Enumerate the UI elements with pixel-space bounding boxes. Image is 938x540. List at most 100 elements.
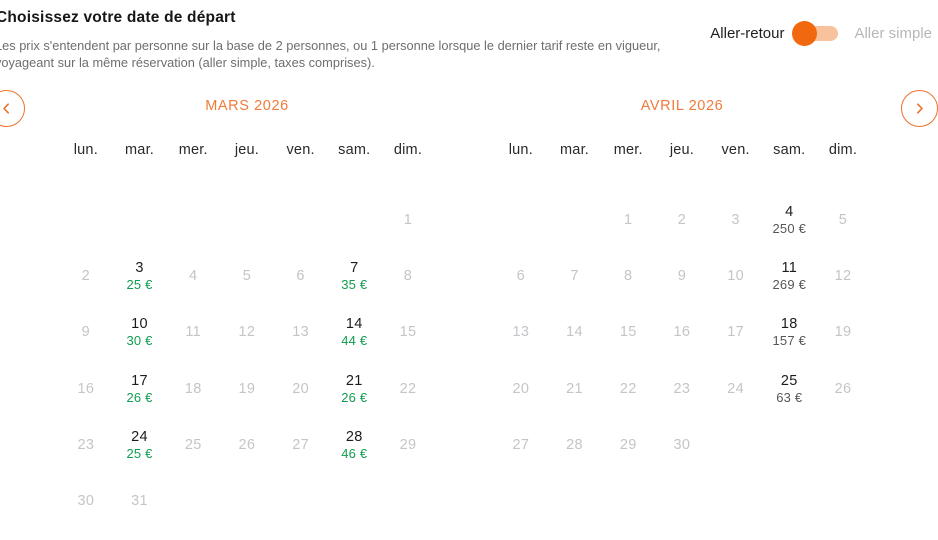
day-number: 7	[350, 260, 359, 277]
calendar-cell: 27	[274, 417, 328, 473]
day-number: 17	[131, 372, 148, 389]
round-trip-label[interactable]: Aller-retour	[710, 24, 785, 42]
calendar-cell: 26	[220, 417, 274, 473]
calendar-cell: 29	[381, 417, 435, 473]
day-number: 8	[624, 268, 633, 285]
calendar-cell: 6	[274, 248, 328, 304]
calendar-cell: 5	[220, 248, 274, 304]
calendar-cell	[655, 473, 709, 529]
day-price: 30 €	[126, 333, 153, 349]
calendar-cell: 15	[381, 304, 435, 360]
calendar-cell[interactable]: 4 250 €	[762, 192, 816, 248]
day-number: 8	[403, 268, 413, 285]
weekday-label: mer.	[178, 142, 208, 158]
calendar-cell: 13	[494, 304, 548, 360]
one-way-label[interactable]: Aller simple	[854, 24, 932, 42]
chevron-left-icon	[3, 103, 9, 114]
day-number: 5	[242, 268, 252, 285]
day-number: 4	[189, 268, 198, 285]
day-number: 24	[727, 380, 744, 397]
calendar-cell: 8	[601, 248, 655, 304]
day-number: 24	[131, 428, 148, 445]
calendar-cell[interactable]: 25 63 €	[762, 361, 816, 417]
day-number: 1	[624, 212, 633, 229]
day-number: 5	[838, 212, 848, 229]
day-number: 25	[184, 436, 202, 453]
price-disclaimer: Les prix s'entendent par personne sur la…	[0, 37, 695, 71]
calendar-cell[interactable]: 28 46 €	[327, 417, 381, 473]
calendar-cell: 11	[166, 304, 220, 360]
calendar-cell	[166, 473, 220, 529]
day-number: 26	[834, 380, 852, 397]
calendar-cell	[166, 192, 220, 248]
calendar-cell: 29	[601, 417, 655, 473]
calendar-cell: 9	[59, 304, 113, 360]
trip-type-toggle-group: Aller-retour Aller simple	[710, 20, 932, 46]
calendar-cell[interactable]: 17 26 €	[113, 361, 167, 417]
calendar-cell	[220, 473, 274, 529]
calendar-cell: 5	[816, 192, 870, 248]
day-price: 269 €	[772, 277, 807, 293]
calendar-cell: 23	[655, 361, 709, 417]
day-price: 63 €	[776, 389, 803, 405]
calendar-cell: 17	[709, 304, 763, 360]
day-number: 10	[131, 316, 148, 333]
page-title: Choisissez votre date de départ	[0, 9, 236, 26]
weekday-label: ven.	[721, 142, 750, 158]
prev-month-button[interactable]	[0, 90, 25, 127]
calendar-cell[interactable]: 11 269 €	[762, 248, 816, 304]
calendar-cell	[494, 192, 548, 248]
calendar-cell: 6	[494, 248, 548, 304]
day-number: 28	[345, 428, 363, 445]
calendar-cell: 19	[220, 361, 274, 417]
calendar-cell[interactable]: 7 35 €	[327, 248, 381, 304]
day-number: 30	[77, 493, 95, 510]
day-number: 15	[399, 324, 417, 341]
day-number: 21	[566, 380, 583, 397]
calendar-cell[interactable]: 18 157 €	[762, 304, 816, 360]
calendar-cell: 16	[59, 361, 113, 417]
day-number: 16	[77, 380, 95, 397]
day-number: 17	[727, 324, 744, 341]
trip-type-switch[interactable]	[792, 20, 839, 46]
calendar-cell: 7	[548, 248, 602, 304]
day-price: 250 €	[772, 221, 807, 237]
calendar-cell: 30	[59, 473, 113, 529]
switch-knob[interactable]	[792, 20, 818, 46]
weekday-label: sam.	[338, 142, 371, 158]
calendar-cell	[327, 192, 381, 248]
weekday-label: dim.	[828, 142, 858, 158]
calendar-cell	[548, 192, 602, 248]
calendar-cell	[494, 473, 548, 529]
day-number: 13	[292, 324, 309, 341]
calendar-cell	[327, 473, 381, 529]
calendar-cell	[220, 192, 274, 248]
calendar-cell[interactable]: 24 25 €	[113, 417, 167, 473]
calendar-cell	[762, 417, 816, 473]
calendar-cell: 27	[494, 417, 548, 473]
day-number: 2	[677, 212, 687, 229]
day-number: 9	[81, 324, 91, 341]
calendar-cell: 31	[113, 473, 167, 529]
calendar-cell[interactable]: 3 25 €	[113, 248, 167, 304]
day-number: 13	[512, 324, 530, 341]
day-number: 14	[566, 324, 583, 341]
next-month-button[interactable]	[901, 90, 938, 127]
day-number: 16	[673, 324, 691, 341]
day-price: 44 €	[341, 333, 368, 349]
calendar-cell[interactable]: 21 26 €	[327, 361, 381, 417]
weekday-label: sam.	[773, 142, 806, 158]
calendar-cell: 4	[166, 248, 220, 304]
day-number: 22	[399, 380, 417, 397]
calendar-cell	[274, 192, 328, 248]
day-number: 20	[512, 380, 530, 397]
calendar-cell	[709, 473, 763, 529]
day-number: 7	[570, 268, 579, 285]
calendar-cell	[59, 192, 113, 248]
day-number: 4	[785, 204, 794, 221]
calendar-cell[interactable]: 10 30 €	[113, 304, 167, 360]
calendar-cell: 18	[166, 361, 220, 417]
calendar-cell[interactable]: 14 44 €	[327, 304, 381, 360]
day-number: 23	[77, 436, 95, 453]
calendar-cell: 19	[816, 304, 870, 360]
